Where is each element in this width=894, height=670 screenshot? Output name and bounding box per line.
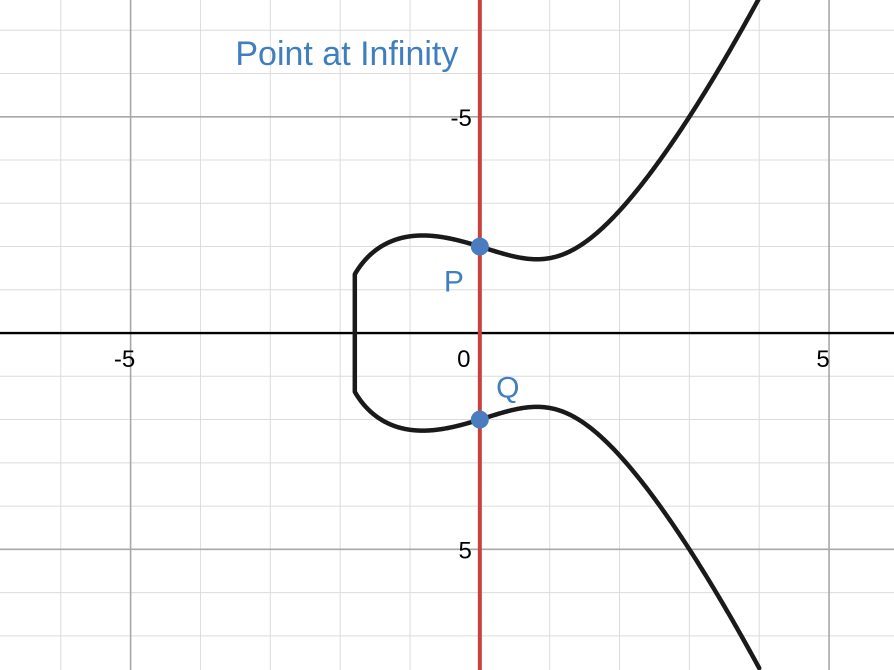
point-p-marker <box>470 237 489 256</box>
x-tick-label: 0 <box>457 346 470 373</box>
labels-layer: P Q -5 0 5 5 -5 Point at Infinity <box>114 35 830 564</box>
point-at-infinity-annotation: Point at Infinity <box>235 35 458 73</box>
elliptic-curve-series <box>352 0 762 670</box>
x-tick-label: -5 <box>114 346 135 373</box>
y-tick-label: -5 <box>450 105 471 132</box>
point-q-marker <box>470 410 489 429</box>
points-layer <box>470 237 489 429</box>
x-tick-label: 5 <box>816 346 829 373</box>
point-p-label: P <box>444 266 464 299</box>
point-q-label: Q <box>496 372 519 405</box>
y-tick-label: 5 <box>458 537 471 564</box>
series-layer <box>352 0 762 670</box>
